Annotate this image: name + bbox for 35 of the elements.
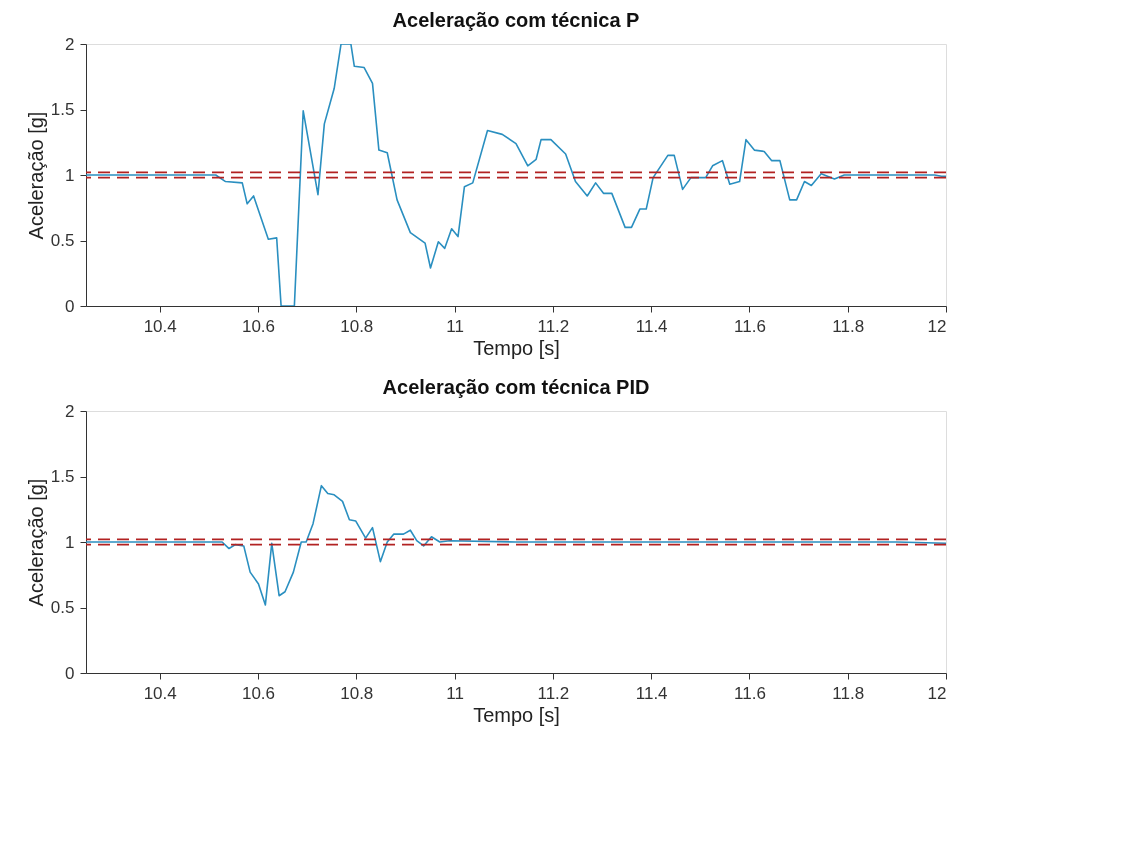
y-tick-label: 0.5 xyxy=(50,231,75,250)
x-tick-label: 11 xyxy=(446,316,464,336)
chart-title: Aceleração com técnica PID xyxy=(382,376,650,398)
y-tick-label: 2 xyxy=(65,401,75,421)
y-tick-label: 0 xyxy=(65,296,75,316)
x-tick-label: 11.8 xyxy=(832,316,865,336)
x-tick-label: 11.2 xyxy=(537,683,570,703)
x-tick-label: 10.6 xyxy=(241,683,276,703)
x-axis-title: Tempo [s] xyxy=(473,703,560,726)
y-axis-title: Aceleração [g] xyxy=(24,111,47,240)
x-tick-label: 11.4 xyxy=(635,683,668,703)
x-tick-label: 11 xyxy=(446,683,464,703)
y-tick-label: 1.5 xyxy=(50,100,75,119)
x-tick-label: 10.4 xyxy=(143,683,177,703)
x-tick-label: 11.4 xyxy=(635,316,668,336)
x-tick-label: 11.6 xyxy=(734,316,766,336)
x-axis-title: Tempo [s] xyxy=(473,336,560,359)
chart-title: Aceleração com técnica P xyxy=(392,9,640,31)
x-tick-label: 12 xyxy=(927,316,947,336)
x-tick-label: 11.6 xyxy=(734,683,766,703)
y-tick-label: 0 xyxy=(65,663,75,683)
x-tick-label: 10.8 xyxy=(340,316,374,336)
x-tick-label: 11.2 xyxy=(537,316,570,336)
y-tick-label: 2 xyxy=(65,34,75,54)
y-tick-label: 1.5 xyxy=(50,467,75,486)
y-tick-label: 1 xyxy=(65,165,75,185)
x-tick-label: 11.8 xyxy=(832,683,865,703)
y-tick-label: 0.5 xyxy=(50,598,75,617)
x-tick-label: 12 xyxy=(927,683,947,703)
x-tick-label: 10.6 xyxy=(241,316,276,336)
y-tick-label: 1 xyxy=(65,532,75,552)
x-tick-label: 10.8 xyxy=(340,683,374,703)
x-tick-label: 10.4 xyxy=(143,316,177,336)
y-axis-title: Aceleração [g] xyxy=(24,478,47,607)
line-series xyxy=(86,484,946,606)
